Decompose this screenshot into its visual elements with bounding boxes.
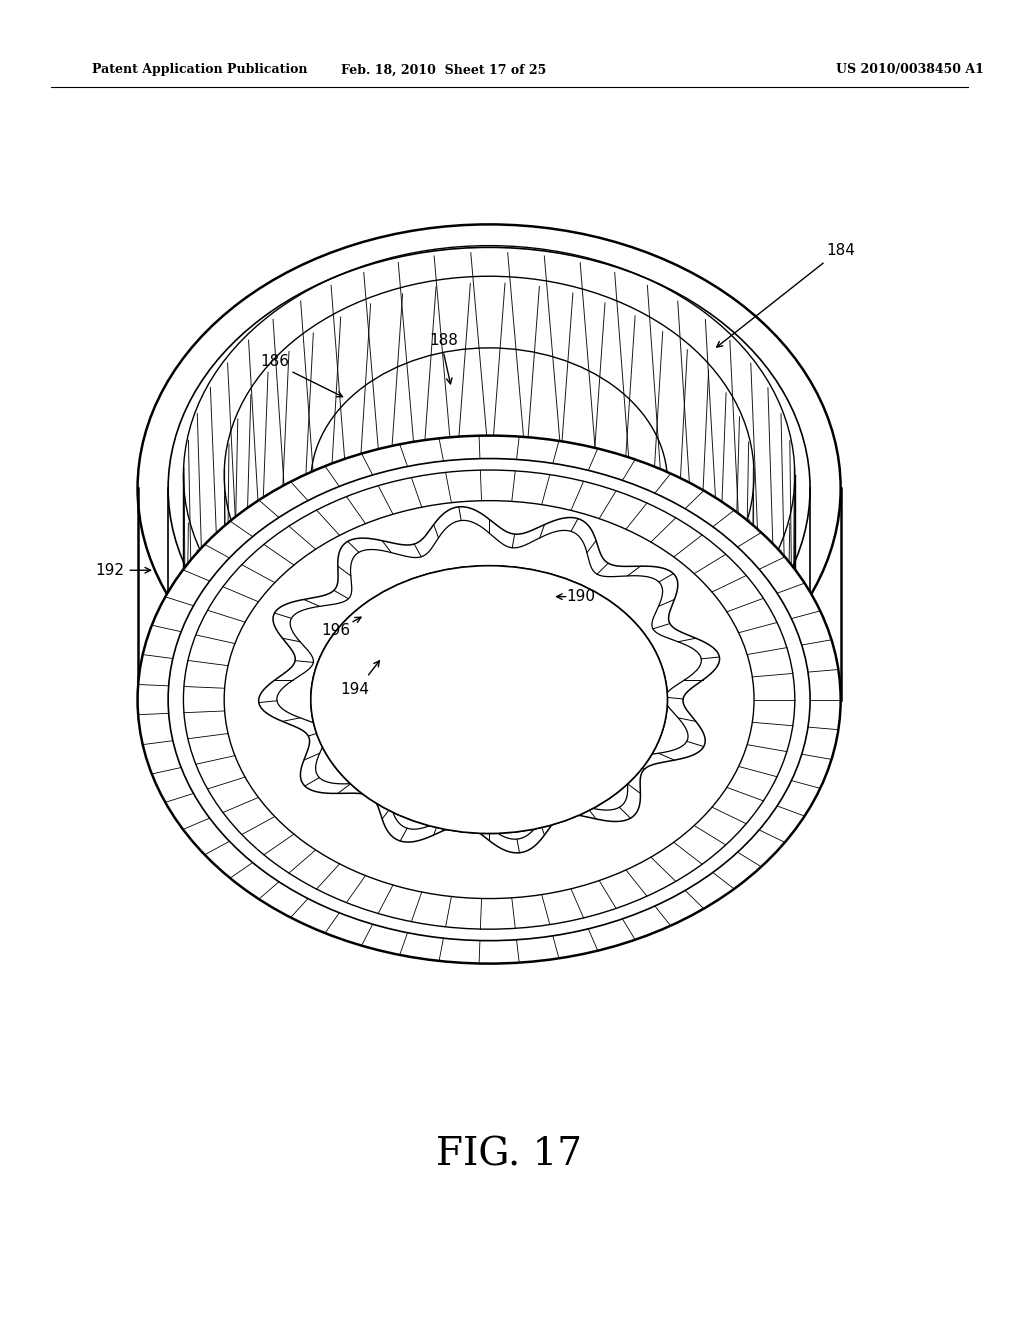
Text: 188: 188 <box>429 333 458 348</box>
Text: 184: 184 <box>826 243 855 259</box>
Ellipse shape <box>311 566 668 833</box>
Ellipse shape <box>311 566 668 833</box>
Text: FIG. 17: FIG. 17 <box>436 1137 583 1173</box>
Text: 192: 192 <box>95 562 125 578</box>
Text: US 2010/0038450 A1: US 2010/0038450 A1 <box>836 63 983 77</box>
Ellipse shape <box>137 436 841 964</box>
Text: Patent Application Publication: Patent Application Publication <box>92 63 307 77</box>
Text: Feb. 18, 2010  Sheet 17 of 25: Feb. 18, 2010 Sheet 17 of 25 <box>341 63 546 77</box>
Text: 194: 194 <box>340 681 369 697</box>
Text: 190: 190 <box>566 589 595 605</box>
Text: 186: 186 <box>261 354 290 370</box>
Text: 196: 196 <box>322 623 351 639</box>
